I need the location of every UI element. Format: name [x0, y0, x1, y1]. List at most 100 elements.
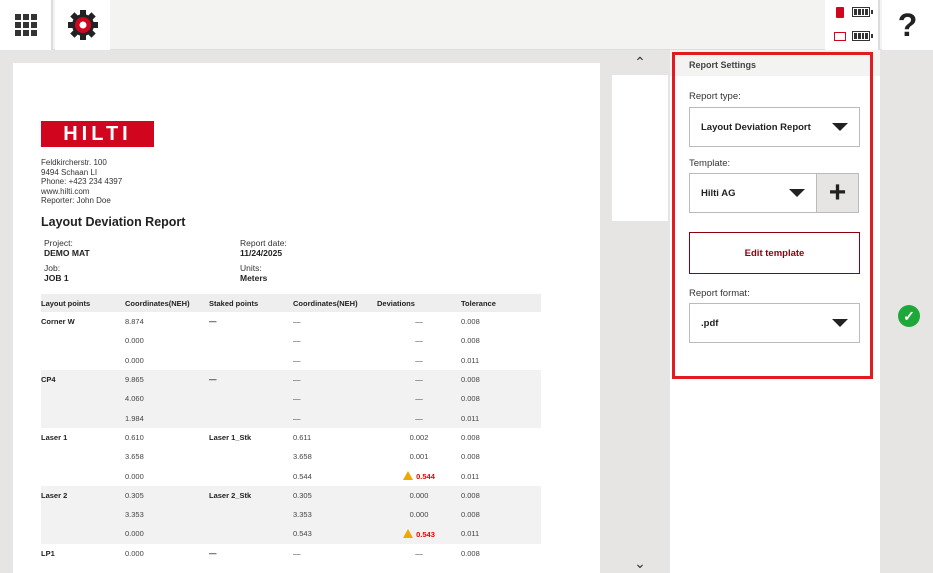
address-line: Reporter: John Doe: [41, 196, 111, 205]
report-format-select[interactable]: .pdf: [689, 303, 860, 343]
table-row: 0.000 — — 0.008: [41, 331, 541, 350]
date-label: Report date:: [240, 238, 287, 248]
project-value: DEMO MAT: [44, 248, 90, 258]
gear-icon: [67, 10, 98, 40]
add-template-button[interactable]: +: [816, 173, 859, 213]
table-row: Corner W 8.874 — — — 0.008: [41, 312, 541, 331]
table-cell: 0.000: [125, 471, 144, 481]
table-row: 0.000 0.544 0.544 0.011: [41, 466, 541, 485]
table-cell: 0.544: [293, 471, 312, 481]
battery-icon: [852, 7, 873, 17]
table-cell: [41, 408, 125, 428]
scroll-thumb[interactable]: [612, 75, 668, 221]
table-cell: 0.008: [461, 485, 541, 505]
check-icon[interactable]: ✓: [898, 305, 920, 327]
table-cell: [209, 389, 293, 409]
table-cell: 0.008: [461, 432, 480, 442]
table-cell: 3.658: [293, 452, 312, 462]
date-value: 11/24/2025: [240, 248, 283, 258]
warning-icon: [403, 528, 414, 538]
scroll-down-button[interactable]: ⌄: [634, 554, 646, 571]
table-cell: 0.002: [409, 432, 429, 442]
table-cell: [209, 504, 293, 525]
address-line: Phone: +423 234 4397: [41, 177, 123, 186]
apps-button[interactable]: [0, 0, 53, 50]
table-cell: —: [293, 317, 301, 327]
table-cell: 0.008: [461, 452, 480, 462]
table-cell: 0.544: [377, 466, 461, 485]
address-line: Feldkircherstr. 100: [41, 158, 107, 167]
table-cell: 3.353: [125, 504, 209, 525]
table-cell: 3.658: [125, 452, 144, 462]
column-header: Coordinates(NEH): [125, 294, 209, 312]
table-row: 3.658 3.658 0.001 0.008: [41, 447, 541, 466]
address-line: www.hilti.com: [41, 186, 90, 196]
column-header: Staked points: [209, 294, 293, 312]
table-cell: 0.000: [125, 548, 144, 558]
table-cell: —: [415, 336, 423, 346]
table-cell: 0.011: [461, 408, 541, 428]
job-label: Job:: [44, 263, 61, 273]
project-label: Project:: [44, 238, 73, 248]
help-button[interactable]: ?: [882, 0, 933, 50]
scroll-up-button[interactable]: ⌃: [634, 53, 646, 70]
table-cell: 8.874: [125, 317, 144, 327]
deviation-warning-value: 0.544: [416, 472, 435, 482]
table-cell: 0.008: [461, 389, 541, 409]
table-cell: 0.000: [377, 504, 461, 525]
scrollbar[interactable]: ⌃ ⌄: [612, 52, 668, 573]
template-value: Hilti AG: [701, 187, 736, 199]
table-cell: 0.305: [125, 485, 209, 505]
table-cell: —: [377, 389, 461, 409]
table-cell: 0.008: [461, 317, 480, 327]
table-cell: —: [209, 369, 293, 390]
address-block: Feldkircherstr. 100 9494 Schaan LI Phone…: [41, 158, 122, 206]
table-cell: —: [415, 317, 423, 327]
report-title: Layout Deviation Report: [41, 215, 186, 229]
table-cell: CP4: [41, 369, 125, 390]
table-cell: 0.011: [461, 355, 480, 365]
report-format-label: Report format:: [689, 288, 750, 299]
report-type-select[interactable]: Layout Deviation Report: [689, 107, 860, 147]
table-cell: [41, 351, 125, 370]
table-row: 4.060— —0.008: [41, 389, 541, 409]
table-cell: 0.543: [293, 524, 377, 544]
table-cell: —: [209, 317, 217, 327]
laser-device-icon: [836, 7, 844, 18]
table-cell: 0.000: [125, 355, 144, 365]
table-cell: [41, 331, 125, 350]
dropdown-arrow-icon: [832, 319, 848, 327]
tablet-icon: [834, 32, 846, 41]
table-cell: 0.011: [461, 524, 541, 544]
settings-button[interactable]: [55, 0, 110, 50]
table-cell: —: [415, 548, 423, 558]
column-header: Tolerance: [461, 294, 541, 312]
table-row: 3.353 3.353 0.000 0.008: [41, 504, 541, 525]
table-cell: 0.008: [461, 548, 480, 558]
hilti-logo: HILTI: [41, 121, 154, 147]
table-cell: 0.011: [461, 471, 480, 481]
table-row: Laser 1 0.610 Laser 1_Stk 0.611 0.002 0.008: [41, 428, 541, 447]
table-row: 0.000 0.543 0.543 0.011: [41, 524, 541, 544]
table-cell: —: [415, 355, 423, 365]
table-cell: Corner W: [41, 317, 75, 327]
table-cell: [209, 351, 293, 370]
dropdown-arrow-icon: [789, 189, 805, 197]
table-cell: —: [377, 408, 461, 428]
table-cell: 3.353: [293, 504, 377, 525]
report-format-value: .pdf: [701, 317, 719, 329]
template-label: Template:: [689, 158, 731, 169]
table-cell: 0.000: [125, 336, 144, 346]
table-cell: 9.865: [125, 369, 209, 390]
table-cell: —: [209, 548, 217, 558]
table-cell: [41, 447, 125, 466]
table-cell: Laser 2: [41, 485, 125, 505]
report-preview: HILTI Feldkircherstr. 100 9494 Schaan LI…: [13, 63, 600, 573]
edit-template-button[interactable]: Edit template: [689, 232, 860, 274]
table-cell: LP1: [41, 548, 55, 558]
column-header: Coordinates(NEH): [293, 294, 377, 312]
table-cell: [209, 524, 293, 544]
battery-icon: [852, 31, 873, 41]
table-cell: Laser 1: [41, 432, 68, 442]
units-value: Meters: [240, 273, 268, 283]
